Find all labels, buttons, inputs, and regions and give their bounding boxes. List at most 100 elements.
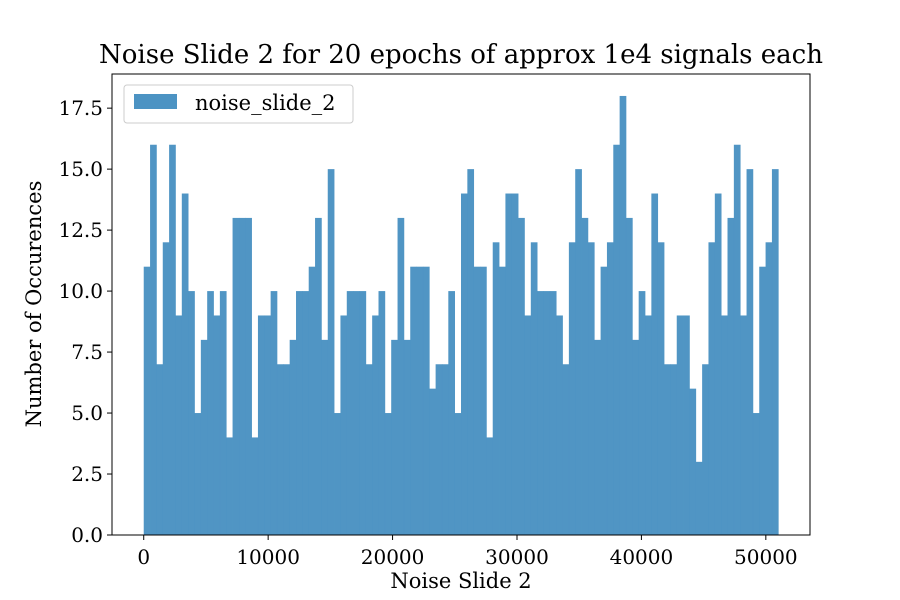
histogram-bar [587, 242, 595, 536]
histogram-bar [511, 193, 519, 535]
histogram-bar [771, 169, 779, 535]
histogram-bar [410, 266, 417, 535]
histogram-bar [606, 242, 614, 536]
histogram-bar [499, 266, 506, 535]
y-tick-label: 0.0 [71, 523, 103, 547]
histogram-bar [556, 315, 563, 535]
histogram-bar [619, 95, 627, 535]
histogram-bar [308, 266, 316, 535]
histogram-bar [200, 339, 208, 535]
histogram-bar [321, 339, 329, 535]
histogram-bar [181, 193, 189, 535]
histogram-bar [746, 169, 754, 535]
histogram-bar [378, 291, 386, 535]
histogram-bar [346, 291, 354, 535]
histogram-bar [448, 291, 456, 535]
histogram-bar [727, 217, 735, 536]
histogram-bar [150, 144, 157, 535]
histogram-bar [708, 242, 716, 536]
y-tick-label: 10.0 [58, 279, 103, 303]
histogram-bar [575, 169, 582, 535]
histogram-bar [759, 266, 766, 535]
histogram-bar [327, 169, 335, 535]
histogram-bar [714, 193, 722, 535]
histogram-bar [683, 315, 690, 535]
histogram-bar [733, 144, 741, 535]
histogram-bar [594, 339, 601, 535]
y-tick-label: 5.0 [71, 401, 103, 425]
histogram-bar [530, 242, 538, 536]
histogram-bar [492, 242, 500, 536]
histogram-bar [397, 217, 405, 536]
histogram-bar [372, 315, 379, 535]
x-tick-label: 0 [137, 545, 150, 569]
legend-frame [123, 84, 354, 124]
x-tick-label: 50000 [734, 545, 798, 569]
histogram-bar [467, 169, 475, 535]
histogram-bar [752, 413, 760, 535]
histogram-bar [169, 144, 176, 535]
histogram-bar [651, 193, 659, 535]
histogram-bar [257, 315, 265, 535]
histogram-bar [664, 364, 671, 535]
histogram-bar [441, 364, 449, 535]
histogram-bar [422, 266, 430, 535]
histogram-bar [264, 315, 271, 535]
y-tick-label: 15.0 [58, 157, 103, 181]
histogram-bar [670, 364, 678, 535]
histogram-bar [213, 315, 221, 535]
histogram-bar [435, 364, 443, 535]
histogram-bar [505, 193, 513, 535]
histogram-bar [353, 291, 360, 535]
histogram-bar [416, 266, 424, 535]
histogram-bar [365, 364, 373, 535]
histogram-bar [765, 242, 773, 536]
histogram-bar [207, 291, 214, 535]
histogram-bar [270, 291, 278, 535]
histogram-bar [543, 291, 551, 535]
y-axis-label: Number of Occurences [22, 181, 46, 428]
histogram-bars [143, 95, 779, 536]
histogram-bar [276, 364, 284, 535]
histogram-bar [657, 242, 665, 536]
histogram-bar [302, 291, 310, 535]
histogram-bar [175, 315, 183, 535]
histogram-bar [562, 364, 570, 535]
y-axis-ticks: 0.0 2.5 5.0 7.5 10.0 12.5 15.0 17.5 [58, 96, 112, 547]
histogram-bar [391, 339, 398, 535]
histogram-bar [721, 315, 728, 535]
histogram-bar [232, 217, 240, 536]
y-tick-label: 7.5 [71, 340, 103, 364]
histogram-bar [676, 315, 684, 535]
histogram-bar [518, 217, 525, 536]
x-axis-label: Noise Slide 2 [390, 569, 531, 593]
x-tick-label: 10000 [236, 545, 300, 569]
histogram-bar [289, 339, 297, 535]
x-tick-label: 40000 [610, 545, 674, 569]
histogram-bar [219, 291, 227, 535]
legend-label: noise_slide_2 [195, 91, 336, 115]
axes [111, 73, 811, 536]
histogram-bar [568, 242, 576, 536]
histogram-bar [245, 217, 252, 536]
histogram-bar [454, 413, 462, 535]
histogram-bar [625, 217, 633, 536]
histogram-bar [283, 364, 291, 535]
histogram-bar [188, 291, 195, 535]
histogram-bar [296, 291, 303, 535]
histogram-bar [537, 291, 544, 535]
x-axis-ticks: 0 10000 20000 30000 40000 50000 [137, 535, 798, 569]
histogram-bar [645, 315, 652, 535]
chart-title: Noise Slide 2 for 20 epochs of approx 1e… [99, 40, 823, 70]
histogram-bar [473, 266, 481, 535]
y-tick-label: 2.5 [71, 462, 103, 486]
histogram-bar [486, 437, 494, 535]
legend: noise_slide_2 [123, 84, 354, 124]
histogram-bar [143, 266, 151, 535]
histogram-bar [702, 364, 709, 535]
histogram-bar [156, 364, 164, 535]
histogram-bar [695, 461, 703, 535]
histogram-bar [429, 388, 436, 535]
histogram-bar [632, 339, 640, 535]
